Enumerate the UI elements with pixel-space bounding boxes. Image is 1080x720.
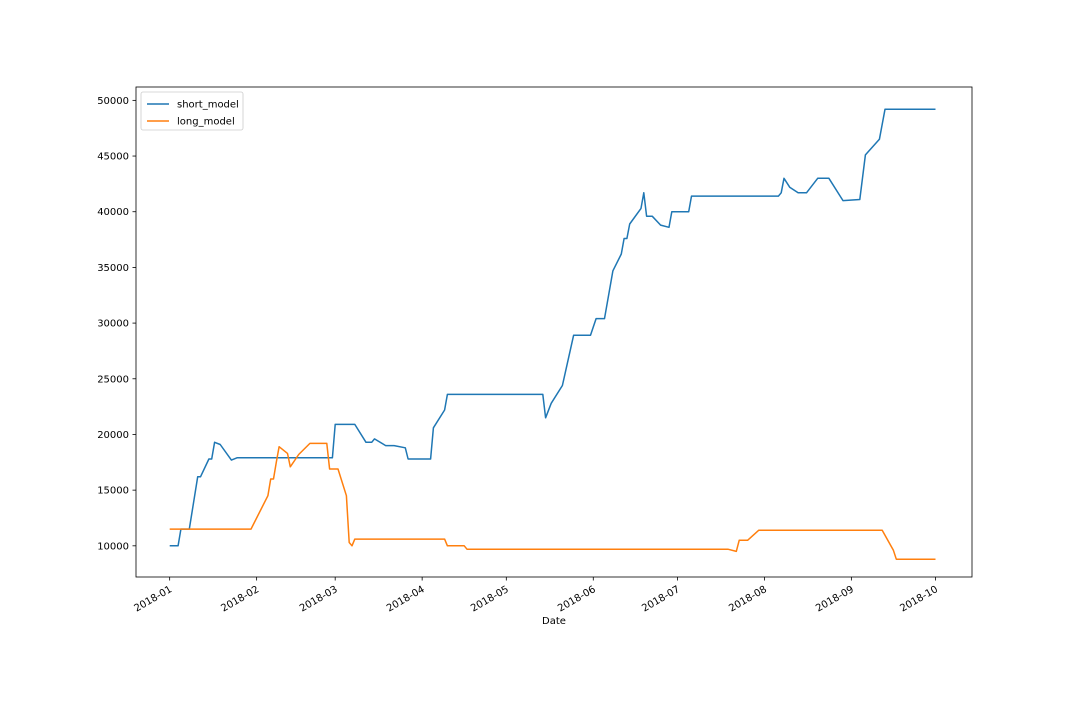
x-axis-label: Date — [542, 616, 566, 627]
x-axis: 2018-01 2018-02 2018-03 2018-04 2018-05 2018-… — [132, 577, 940, 614]
y-tick-label: 30000 — [97, 319, 129, 330]
plot-frame — [135, 86, 973, 578]
x-tick-label: 2018-04 — [385, 584, 427, 614]
x-tick-label: 2018-08 — [727, 584, 769, 614]
y-tick-label: 15000 — [97, 486, 129, 497]
y-tick-label: 40000 — [97, 207, 129, 218]
x-tick-label: 2018-07 — [640, 584, 682, 614]
legend: short_model long_model — [140, 91, 244, 131]
x-tick-label: 2018-02 — [219, 584, 261, 614]
x-tick-label: 2018-06 — [556, 584, 598, 614]
x-tick-label: 2018-05 — [469, 584, 511, 614]
y-tick-label: 50000 — [97, 96, 129, 107]
x-tick-label: 2018-01 — [132, 584, 174, 614]
x-tick-label: 2018-10 — [898, 584, 940, 614]
y-tick-label: 10000 — [97, 541, 129, 552]
x-tick-label: 2018-09 — [814, 584, 856, 614]
series-layer — [169, 108, 936, 560]
series-line-long-model — [169, 442, 936, 560]
y-axis: 10000 15000 20000 25000 30000 35000 40000 45000… — [97, 96, 136, 552]
legend-label: short_model — [177, 100, 239, 111]
y-tick-label: 35000 — [97, 263, 129, 274]
series-line-short-model — [169, 108, 936, 547]
y-tick-label: 45000 — [97, 152, 129, 163]
y-tick-label: 25000 — [97, 374, 129, 385]
legend-label: long_model — [177, 117, 235, 128]
x-tick-label: 2018-03 — [298, 584, 340, 614]
y-tick-label: 20000 — [97, 430, 129, 441]
